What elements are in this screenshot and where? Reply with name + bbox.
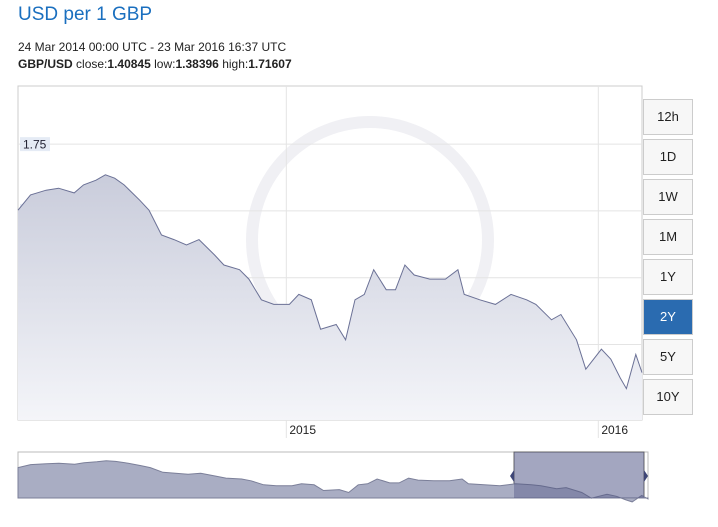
x-tick-label: 2016 [601,423,628,437]
y-tick-label-bg [20,270,50,285]
range-button[interactable]: 1Y [643,259,693,295]
y-tick-label-bg [20,337,50,352]
watermark [246,116,494,364]
header: USD per 1 GBP 24 Mar 2014 00:00 UTC - 23… [18,4,292,71]
range-button[interactable]: 2Y [643,299,693,335]
navigator [17,451,649,499]
y-tick-label: 1.45 [23,338,47,352]
y-tick-label: 1.35 [23,404,47,418]
navigator-series [17,460,649,503]
close: 1.40845 [107,57,151,71]
x-tick-label: 2015 [289,423,316,437]
y-tick-label: 1.65 [23,204,47,218]
y-tick-label: 1.55 [23,271,47,285]
title: USD per 1 GBP [18,4,153,25]
plot-area [17,85,643,421]
low: 1.38396 [175,57,219,71]
y-tick-label: 1.75 [23,137,47,151]
low-label: low: [154,57,176,71]
navigator-selection [513,451,645,499]
range-button[interactable]: 10Y [643,379,693,415]
range-button[interactable]: 1W [643,179,693,215]
range-button[interactable]: 1M [643,219,693,255]
area [18,174,642,420]
high-label: high: [222,57,249,71]
summary: GBP/USD close:1.40845 low:1.38396 high:1… [18,57,292,71]
line [17,174,643,390]
navigator-window [514,452,644,498]
range-button[interactable]: 5Y [643,339,693,375]
y-tick-label-bg [20,137,50,152]
y-tick-label-bg [20,404,50,419]
pair: GBP/USD [18,57,73,71]
range-button[interactable]: 1D [643,139,693,175]
y-tick-label-bg [20,203,50,218]
range-button[interactable]: 12h [643,99,693,135]
high: 1.71607 [248,57,292,71]
navigator-handle [510,470,648,482]
date-range: 24 Mar 2014 00:00 UTC - 23 Mar 2016 16:3… [18,40,287,54]
close-label: close: [76,57,108,71]
